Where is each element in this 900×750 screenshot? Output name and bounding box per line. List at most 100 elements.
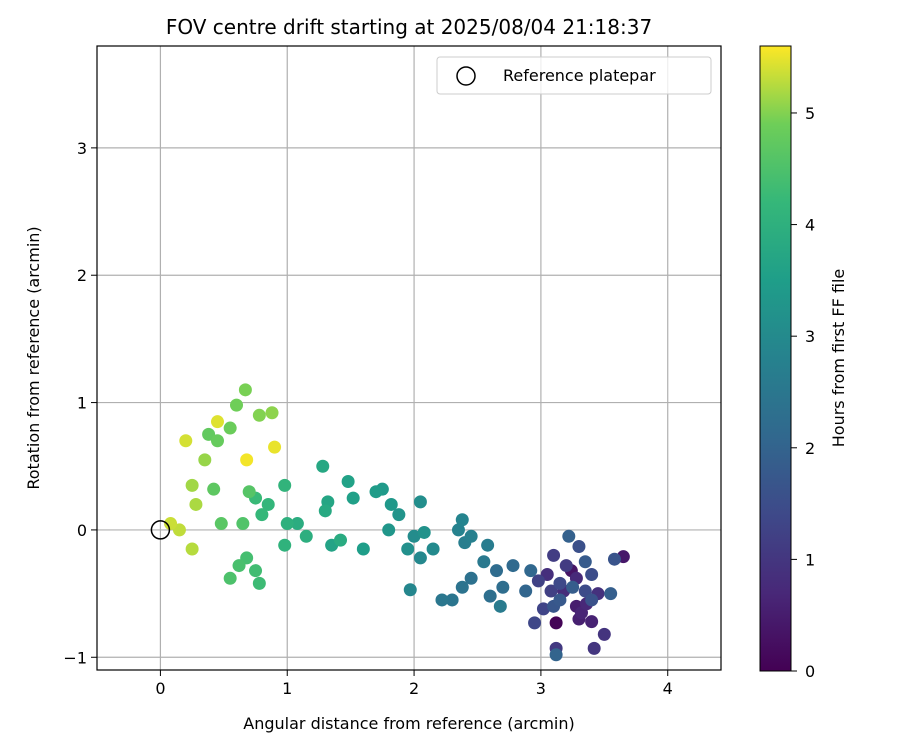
- scatter-point: [214, 517, 228, 531]
- y-axis-ticks: −1 0 1 2 3: [63, 139, 97, 667]
- scatter-point: [198, 453, 212, 467]
- scatter-point: [341, 475, 355, 489]
- x-axis-ticks: 0 1 2 3 4: [155, 670, 673, 698]
- scatter-point: [242, 485, 256, 499]
- colorbar: [759, 45, 792, 672]
- scatter-point: [346, 491, 360, 505]
- scatter-point: [559, 559, 573, 573]
- scatter-point: [382, 523, 396, 537]
- scatter-point: [179, 434, 193, 448]
- scatter-point: [268, 440, 282, 454]
- scatter-point: [207, 482, 221, 496]
- scatter-point: [265, 406, 279, 420]
- scatter-point: [553, 576, 567, 590]
- scatter-point: [549, 616, 563, 630]
- scatter-point: [536, 602, 550, 616]
- scatter-point: [189, 497, 203, 511]
- scatter-point: [252, 576, 266, 590]
- y-tick-label: 2: [77, 266, 87, 285]
- colorbar-tick-label: 1: [805, 550, 815, 569]
- scatter-point: [544, 584, 558, 598]
- scatter-point: [299, 529, 313, 543]
- scatter-point: [496, 580, 510, 594]
- x-tick-label: 3: [536, 679, 546, 698]
- scatter-point: [607, 552, 621, 566]
- x-tick-label: 1: [282, 679, 292, 698]
- scatter-point: [451, 523, 465, 537]
- scatter-point: [562, 529, 576, 543]
- x-tick-label: 0: [155, 679, 165, 698]
- scatter-point: [318, 504, 332, 518]
- scatter-point: [278, 538, 292, 552]
- scatter-point: [490, 564, 504, 578]
- scatter-point: [223, 421, 237, 435]
- y-tick-label: −1: [63, 648, 87, 667]
- scatter-point: [223, 571, 237, 585]
- legend-marker: [456, 66, 476, 86]
- scatter-point: [585, 593, 599, 607]
- scatter-point: [290, 517, 304, 531]
- scatter-point: [553, 593, 567, 607]
- plot-frame: [96, 45, 722, 671]
- scatter-point: [585, 567, 599, 581]
- scatter-point: [435, 593, 449, 607]
- legend-label: Reference platepar: [503, 66, 656, 85]
- colorbar-tick-label: 5: [805, 104, 815, 123]
- scatter-point: [481, 538, 495, 552]
- y-tick-label: 0: [77, 521, 87, 540]
- scatter-point: [597, 627, 611, 641]
- scatter-point: [572, 539, 586, 553]
- scatter-point: [566, 580, 580, 594]
- scatter-point: [445, 593, 459, 607]
- scatter-point: [477, 555, 491, 569]
- scatter-point: [493, 599, 507, 613]
- scatter-point: [528, 616, 542, 630]
- scatter-point: [403, 583, 417, 597]
- colorbar-tick-label: 3: [805, 327, 815, 346]
- scatter-point: [185, 542, 199, 556]
- y-axis-label: Rotation from reference (arcmin): [24, 226, 43, 489]
- scatter-point: [531, 574, 545, 588]
- scatter-point: [185, 478, 199, 492]
- scatter-point: [384, 497, 398, 511]
- scatter-point: [547, 548, 561, 562]
- legend-box: [436, 56, 712, 95]
- reference-platepar-marker: [150, 520, 171, 540]
- scatter-point: [413, 495, 427, 509]
- scatter-point: [255, 508, 269, 522]
- scatter-point: [356, 542, 370, 556]
- scatter-point: [261, 497, 275, 511]
- scatter-point: [236, 517, 250, 531]
- scatter-point: [232, 559, 246, 573]
- grid-lines: [97, 46, 721, 670]
- scatter-point: [455, 580, 469, 594]
- scatter-point: [252, 408, 266, 422]
- scatter-point: [401, 542, 415, 556]
- colorbar-tick-label: 0: [805, 662, 815, 681]
- scatter-point: [506, 559, 520, 573]
- chart-title: FOV centre drift starting at 2025/08/04 …: [166, 15, 652, 39]
- scatter-point: [280, 517, 294, 531]
- x-tick-label: 4: [663, 679, 673, 698]
- scatter-point: [334, 533, 348, 547]
- scatter-point: [417, 525, 431, 539]
- y-tick-label: 3: [77, 139, 87, 158]
- scatter-point: [238, 383, 252, 397]
- scatter-point: [455, 513, 469, 527]
- scatter-point: [524, 564, 538, 578]
- scatter-point: [587, 641, 601, 655]
- scatter-point: [240, 453, 254, 467]
- scatter-point: [464, 529, 478, 543]
- x-tick-label: 2: [409, 679, 419, 698]
- data-points: [164, 383, 630, 662]
- scatter-point: [316, 459, 330, 473]
- scatter-point: [604, 587, 618, 601]
- reference-point: [150, 520, 171, 540]
- scatter-point: [483, 589, 497, 603]
- scatter-point: [549, 648, 563, 662]
- y-tick-label: 1: [77, 394, 87, 413]
- scatter-point: [249, 564, 263, 578]
- x-axis-label: Angular distance from reference (arcmin): [243, 714, 574, 733]
- colorbar-tick-label: 2: [805, 439, 815, 458]
